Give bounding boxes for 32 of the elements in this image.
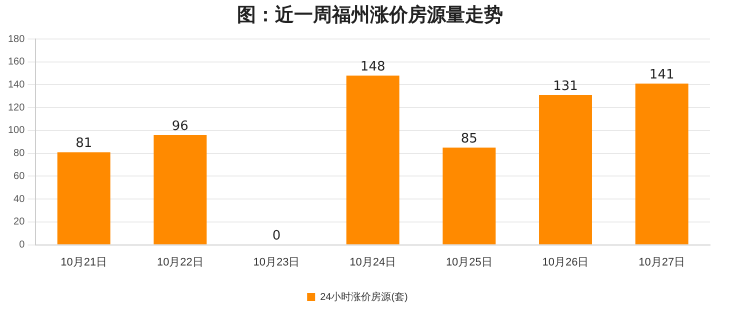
y-tick-label: 140 [8, 79, 26, 90]
y-tick-label: 160 [8, 56, 26, 68]
bar [57, 152, 110, 244]
y-tick-label: 180 [8, 34, 26, 45]
x-tick-label: 10月26日 [542, 256, 589, 268]
data-label: 81 [76, 136, 92, 152]
data-label: 96 [172, 118, 188, 134]
y-tick-label: 40 [14, 194, 26, 205]
y-tick-label: 100 [8, 125, 26, 136]
bar [442, 148, 496, 244]
bar [346, 76, 400, 244]
y-tick-label: 20 [14, 216, 26, 228]
data-label: 131 [553, 78, 578, 94]
x-tick-label: 10月21日 [60, 256, 108, 268]
x-tick-label: 10月27日 [638, 256, 686, 268]
bar [539, 95, 592, 244]
x-tick-label: 10月22日 [156, 256, 204, 268]
y-tick-label: 0 [19, 240, 26, 251]
y-tick-label: 120 [8, 102, 26, 114]
chart-title: 图：近一周福州涨价房源量走势 [236, 3, 504, 28]
y-tick-label: 60 [14, 170, 26, 182]
legend-label: 24小时涨价房源(套) [320, 290, 408, 303]
data-label: 141 [649, 67, 674, 82]
data-label: 85 [460, 131, 478, 146]
x-tick-label: 10月23日 [253, 256, 300, 268]
x-tick-label: 10月24日 [350, 256, 396, 268]
bar [154, 135, 207, 244]
data-label: 0 [272, 228, 281, 244]
y-tick-label: 80 [14, 148, 26, 160]
bar [635, 84, 688, 244]
data-label: 148 [360, 59, 386, 74]
x-tick-label: 10月25日 [446, 256, 492, 268]
